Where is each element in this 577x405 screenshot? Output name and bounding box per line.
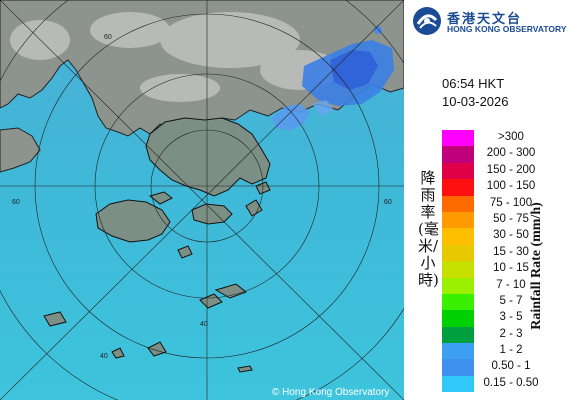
legend-label: 30 - 50 <box>493 229 529 242</box>
new-territories <box>145 117 271 197</box>
legend-swatch <box>442 375 474 393</box>
legend-swatch <box>442 146 474 163</box>
radar-map: 60 60 60 40 40 © Hong Kong Observatory <box>0 0 440 405</box>
legend-swatch <box>442 162 474 180</box>
legend-row: 0.50 - 1 <box>442 359 577 376</box>
legend-row: 0.15 - 0.50 <box>442 375 577 393</box>
time-label: 06:54 HKT <box>442 76 505 91</box>
legend-row: 100 - 150 <box>442 179 577 196</box>
legend-swatch <box>442 179 474 196</box>
legend-swatch <box>442 343 474 360</box>
legend-swatch <box>442 310 474 327</box>
legend-swatch <box>442 195 474 212</box>
legend-label: >300 <box>498 131 524 143</box>
legend-swatch <box>442 293 474 311</box>
legend-row: 200 - 300 <box>442 146 577 163</box>
ring-label-west: 60 <box>12 199 20 206</box>
legend-row: 150 - 200 <box>442 162 577 180</box>
lantau-island <box>95 199 171 243</box>
legend-row: 2 - 3 <box>442 326 577 344</box>
rainfall-legend: >300 200 - 300 150 - 200 100 - 150 75 - 100 5… <box>442 130 577 393</box>
ring-label-north: 60 <box>104 34 112 41</box>
legend-swatch <box>442 228 474 245</box>
legend-swatch <box>442 211 474 229</box>
legend-row: 50 - 75 <box>442 211 577 229</box>
hko-emblem-icon <box>413 7 441 35</box>
legend-label: 0.50 - 1 <box>491 360 531 373</box>
west-landmass <box>0 127 41 173</box>
legend-panel: 香港天文台 HONG KONG OBSERVATORY 06:54 HKT 10… <box>404 0 577 400</box>
copyright-text: © Hong Kong Observatory <box>272 387 389 398</box>
legend-label: 7 - 10 <box>496 278 526 291</box>
legend-label: 200 - 300 <box>486 147 536 160</box>
legend-label: 0.15 - 0.50 <box>483 376 539 389</box>
ring-label-south: 40 <box>200 321 208 328</box>
legend-label: 1 - 2 <box>499 344 523 357</box>
legend-row: 30 - 50 <box>442 228 577 245</box>
legend-label: 10 - 15 <box>493 262 529 275</box>
legend-row: 15 - 30 <box>442 244 577 262</box>
legend-row: 1 - 2 <box>442 343 577 360</box>
org-name-zh: 香港天文台 <box>447 12 523 27</box>
ring-labels: 60 60 60 40 40 <box>12 34 392 360</box>
ring-label-east: 60 <box>384 199 392 206</box>
legend-label: 50 - 75 <box>493 212 529 225</box>
legend-label: 75 - 100 <box>489 196 533 209</box>
legend-row: >300 <box>442 130 577 147</box>
legend-swatch <box>442 244 474 262</box>
legend-swatch <box>442 277 474 294</box>
legend-row: 7 - 10 <box>442 277 577 294</box>
legend-swatch <box>442 359 474 376</box>
legend-label: 100 - 150 <box>486 180 536 193</box>
ring-label-southwest: 40 <box>100 353 108 360</box>
hko-logo: 香港天文台 HONG KONG OBSERVATORY <box>412 4 577 38</box>
legend-swatch <box>442 326 474 344</box>
radar-map-canvas: 60 60 60 40 40 © Hong Kong Observatory <box>0 0 440 405</box>
legend-row: 10 - 15 <box>442 261 577 278</box>
legend-label: 2 - 3 <box>499 327 523 340</box>
legend-label: 3 - 5 <box>499 311 523 324</box>
legend-label: 5 - 7 <box>499 294 523 307</box>
org-name-en: HONG KONG OBSERVATORY <box>447 24 567 34</box>
rain-echoes <box>272 26 394 130</box>
legend-row: 75 - 100 <box>442 195 577 212</box>
legend-label: 150 - 200 <box>486 163 536 176</box>
legend-label: 15 - 30 <box>493 245 529 258</box>
legend-row: 5 - 7 <box>442 293 577 311</box>
hong-kong-island <box>191 203 233 225</box>
date-label: 10-03-2026 <box>442 94 509 109</box>
legend-swatch <box>442 261 474 278</box>
legend-swatch <box>442 130 474 147</box>
legend-row: 3 - 5 <box>442 310 577 327</box>
legend-axis-zh: 降雨率(毫米/小時) <box>418 169 439 289</box>
